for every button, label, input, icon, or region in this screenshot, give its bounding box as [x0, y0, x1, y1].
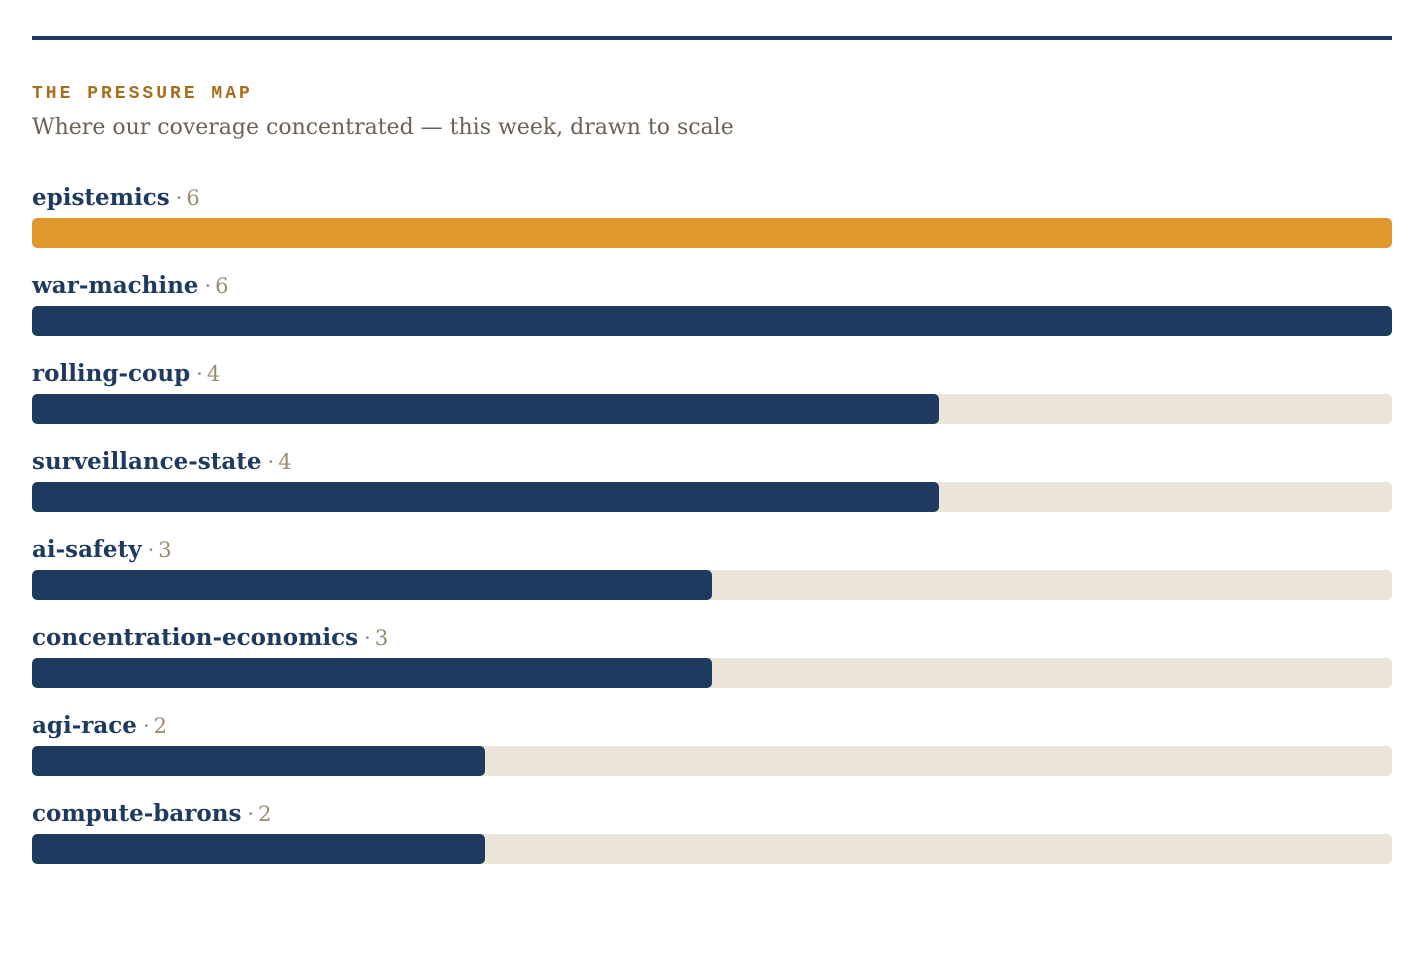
bar-row: epistemics · 6: [32, 180, 1392, 268]
bar-row: concentration-economics · 3: [32, 620, 1392, 708]
separator-dot: ·: [196, 362, 203, 386]
bar: [32, 834, 485, 864]
separator-dot: ·: [247, 802, 255, 826]
separator-dot: ·: [142, 714, 150, 738]
section-kicker: THE PRESSURE MAP: [32, 84, 253, 104]
separator-dot: ·: [267, 450, 275, 474]
bar-track: [32, 482, 1392, 512]
category-label: rolling-coup: [32, 360, 191, 387]
bar: [32, 218, 1392, 248]
value-label: 3: [374, 626, 389, 650]
separator-dot: ·: [175, 186, 183, 210]
bar-track: [32, 218, 1392, 248]
bar-row: ai-safety · 3: [32, 532, 1392, 620]
value-label: 6: [186, 186, 200, 210]
value-label: 6: [215, 274, 229, 298]
bar-label: rolling-coup · 4: [32, 358, 220, 390]
bar-row: agi-race · 2: [32, 708, 1392, 796]
bar-label: surveillance-state · 4: [32, 446, 292, 478]
category-label: concentration-economics: [32, 624, 359, 651]
value-label: 3: [158, 538, 172, 562]
bar-row: compute-barons · 2: [32, 796, 1392, 884]
bar: [32, 306, 1392, 336]
top-rule: [32, 36, 1392, 40]
value-label: 4: [278, 450, 292, 474]
bar: [32, 482, 939, 512]
category-label: agi-race: [32, 712, 137, 739]
bar-row: rolling-coup · 4: [32, 356, 1392, 444]
bar-track: [32, 394, 1392, 424]
bar: [32, 570, 712, 600]
value-label: 4: [206, 362, 221, 386]
bar: [32, 658, 712, 688]
bar-label: compute-barons · 2: [32, 798, 271, 830]
bar-track: [32, 746, 1392, 776]
bar-row: surveillance-state · 4: [32, 444, 1392, 532]
bar-label: war-machine · 6: [32, 270, 229, 302]
bar: [32, 746, 485, 776]
bar-row: war-machine · 6: [32, 268, 1392, 356]
bar-label: epistemics · 6: [32, 182, 200, 214]
separator-dot: ·: [364, 626, 371, 650]
separator-dot: ·: [204, 274, 212, 298]
bar-track: [32, 658, 1392, 688]
category-label: surveillance-state: [32, 448, 262, 475]
bar-track: [32, 570, 1392, 600]
bar: [32, 394, 939, 424]
bar-chart: epistemics · 6 war-machine · 6 rolling-coup · 4 s…: [32, 180, 1392, 884]
category-label: compute-barons: [32, 800, 242, 827]
bar-label: agi-race · 2: [32, 710, 167, 742]
category-label: epistemics: [32, 184, 170, 211]
category-label: war-machine: [32, 272, 199, 299]
bar-label: concentration-economics · 3: [32, 622, 388, 654]
category-label: ai-safety: [32, 536, 142, 563]
value-label: 2: [258, 802, 272, 826]
bar-track: [32, 306, 1392, 336]
value-label: 2: [153, 714, 167, 738]
section-subtitle: Where our coverage concentrated — this w…: [32, 115, 734, 140]
bar-track: [32, 834, 1392, 864]
bar-label: ai-safety · 3: [32, 534, 172, 566]
separator-dot: ·: [147, 538, 155, 562]
